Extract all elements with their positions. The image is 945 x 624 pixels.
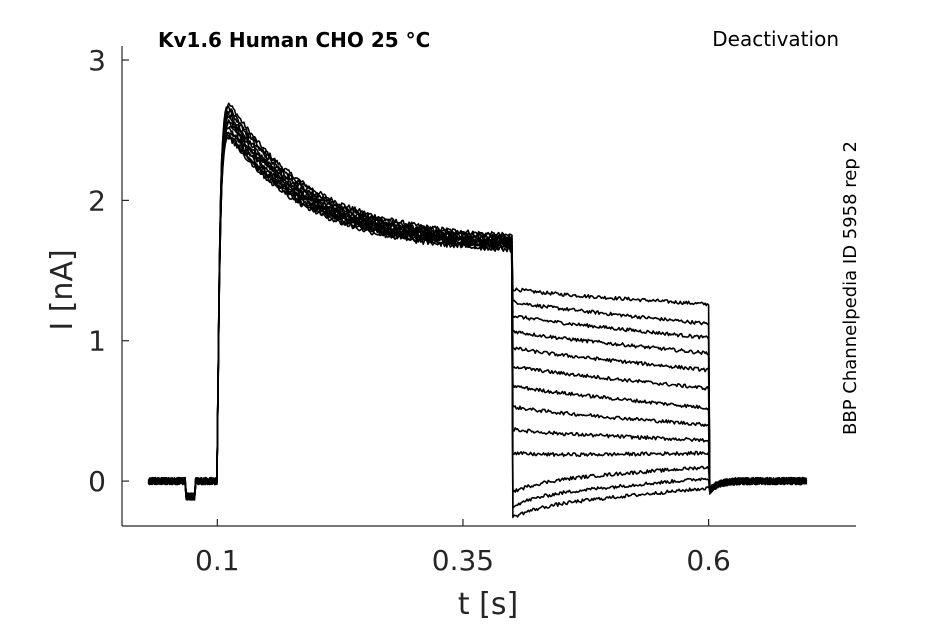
current-trace-9	[147, 127, 808, 501]
current-trace-10	[148, 131, 808, 501]
x-tick-label: 0.6	[686, 544, 731, 577]
current-trace-7	[148, 120, 808, 500]
current-trace-5	[147, 115, 808, 501]
y-ticks: 0 1 2 3	[88, 44, 129, 498]
y-tick-label: 3	[88, 44, 106, 77]
y-axis-label: I [nA]	[45, 249, 80, 330]
source-label: BBP Channelpedia ID 5958 rep 2	[840, 141, 861, 435]
current-trace-4	[147, 113, 808, 501]
current-trace-11	[147, 131, 807, 500]
x-tick-label: 0.1	[195, 544, 240, 577]
y-tick-label: 2	[88, 184, 106, 217]
current-trace-6	[148, 119, 808, 501]
current-trace-3	[147, 109, 808, 501]
chart-subtitle: Deactivation	[712, 27, 839, 51]
x-tick-label: 0.35	[432, 544, 494, 577]
y-tick-label: 1	[88, 325, 106, 358]
y-tick-label: 0	[88, 465, 106, 498]
traces-group	[147, 102, 808, 519]
x-axis-label: t [s]	[458, 587, 518, 622]
current-trace-1	[147, 102, 807, 500]
chart-title: Kv1.6 Human CHO 25 °C	[158, 28, 430, 52]
x-ticks: 0.1 0.35 0.6	[195, 519, 731, 577]
current-trace-13	[147, 136, 807, 519]
current-trace-8	[147, 126, 808, 501]
current-trace-12	[147, 134, 808, 509]
